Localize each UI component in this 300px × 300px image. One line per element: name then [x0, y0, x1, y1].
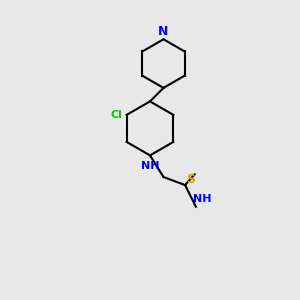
Text: NH: NH [193, 194, 212, 204]
Text: S: S [186, 173, 195, 186]
Text: NH: NH [141, 161, 159, 171]
Text: Cl: Cl [111, 110, 123, 120]
Text: N: N [158, 25, 169, 38]
